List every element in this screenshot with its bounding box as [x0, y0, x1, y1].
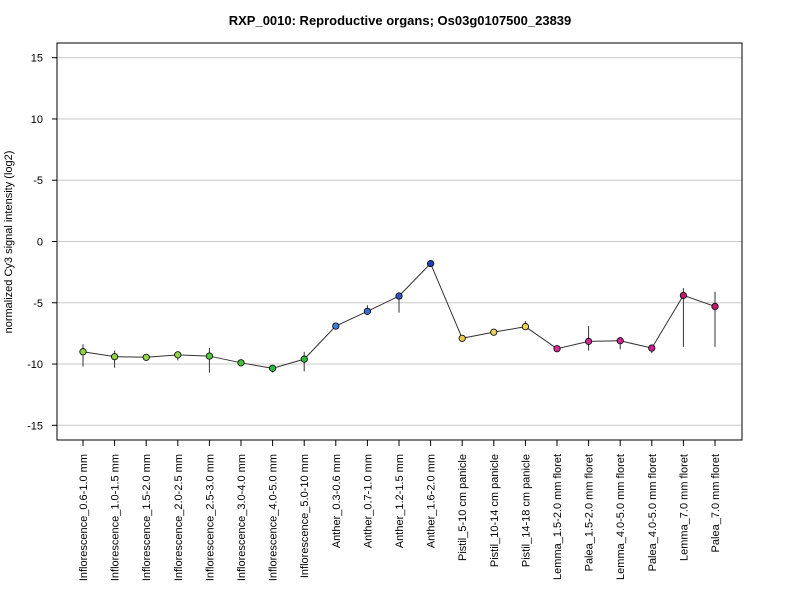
chart-title: RXP_0010: Reproductive organs; Os03g0107… — [229, 13, 572, 28]
data-point — [237, 359, 245, 367]
data-point — [584, 337, 593, 345]
x-tick-label: Lemma_1.5-2.0 mm floret — [552, 454, 564, 580]
y-tick-label: -5 — [33, 175, 43, 187]
x-tick-label: Inflorescence_1.0-1.5 mm — [110, 454, 122, 581]
x-tick-label: Palea_4.0-5.0 mm floret — [647, 454, 659, 571]
x-tick-label: Anther_0.3-0.6 mm — [331, 454, 343, 548]
x-tick-label: Inflorescence_4.0-5.0 mm — [268, 454, 280, 581]
x-tick-label: Inflorescence_1.5-2.0 mm — [141, 454, 153, 581]
x-tick-label: Anther_0.7-1.0 mm — [362, 454, 374, 548]
x-tick-label: Anther_1.6-2.0 mm — [426, 454, 438, 548]
x-axis: Inflorescence_0.6-1.0 mm Inflorescence_1.… — [78, 440, 722, 581]
data-point — [458, 334, 466, 342]
data-point — [648, 344, 656, 352]
y-tick-label: 10 — [31, 114, 43, 126]
x-tick-label: Inflorescence_5.0-10 mm — [299, 454, 311, 578]
data-point — [142, 353, 150, 361]
x-tick-label: Pistil_10-14 cm panicle — [489, 454, 501, 567]
data-point — [553, 345, 561, 353]
x-tick-label: Pistil_14-18 cm panicle — [520, 454, 532, 567]
data-point — [111, 353, 119, 361]
data-point — [300, 355, 308, 363]
data-point — [426, 259, 435, 268]
x-tick-label: Inflorescence_2.5-3.0 mm — [204, 454, 216, 581]
x-tick-label: Inflorescence_2.0-2.5 mm — [173, 454, 185, 581]
data-point — [679, 291, 688, 300]
x-tick-label: Palea_7.0 mm floret — [710, 454, 722, 552]
y-tick-label: -5 — [33, 298, 43, 310]
data-point — [79, 348, 87, 356]
data-point — [268, 364, 277, 372]
x-tick-label: Pistil_5-10 cm panicle — [457, 454, 469, 561]
data-point — [205, 352, 213, 360]
x-tick-label: Inflorescence_0.6-1.0 mm — [78, 454, 90, 581]
y-tick-label: 15 — [31, 53, 43, 65]
y-tick-label: 0 — [37, 237, 43, 249]
data-point — [490, 328, 498, 336]
data-points — [79, 259, 719, 372]
data-point — [521, 323, 530, 331]
x-tick-label: Lemma_4.0-5.0 mm floret — [615, 454, 627, 580]
y-axis: -15 -10 -5 0 -5 10 15 — [27, 53, 57, 432]
data-point — [332, 322, 340, 330]
x-tick-label: Lemma_7.0 mm floret — [678, 454, 690, 561]
data-point — [711, 302, 719, 311]
data-point — [363, 307, 371, 315]
y-tick-label: -15 — [27, 420, 43, 432]
data-point — [395, 292, 403, 300]
data-point — [616, 337, 624, 345]
x-tick-label: Anther_1.2-1.5 mm — [394, 454, 406, 548]
y-tick-label: -10 — [27, 359, 43, 371]
x-tick-label: Inflorescence_3.0-4.0 mm — [236, 454, 248, 581]
x-tick-label: Palea_1.5-2.0 mm floret — [584, 454, 596, 571]
y-axis-label: normalized Cy3 signal intensity (log2) — [3, 151, 15, 334]
data-point — [174, 351, 182, 359]
